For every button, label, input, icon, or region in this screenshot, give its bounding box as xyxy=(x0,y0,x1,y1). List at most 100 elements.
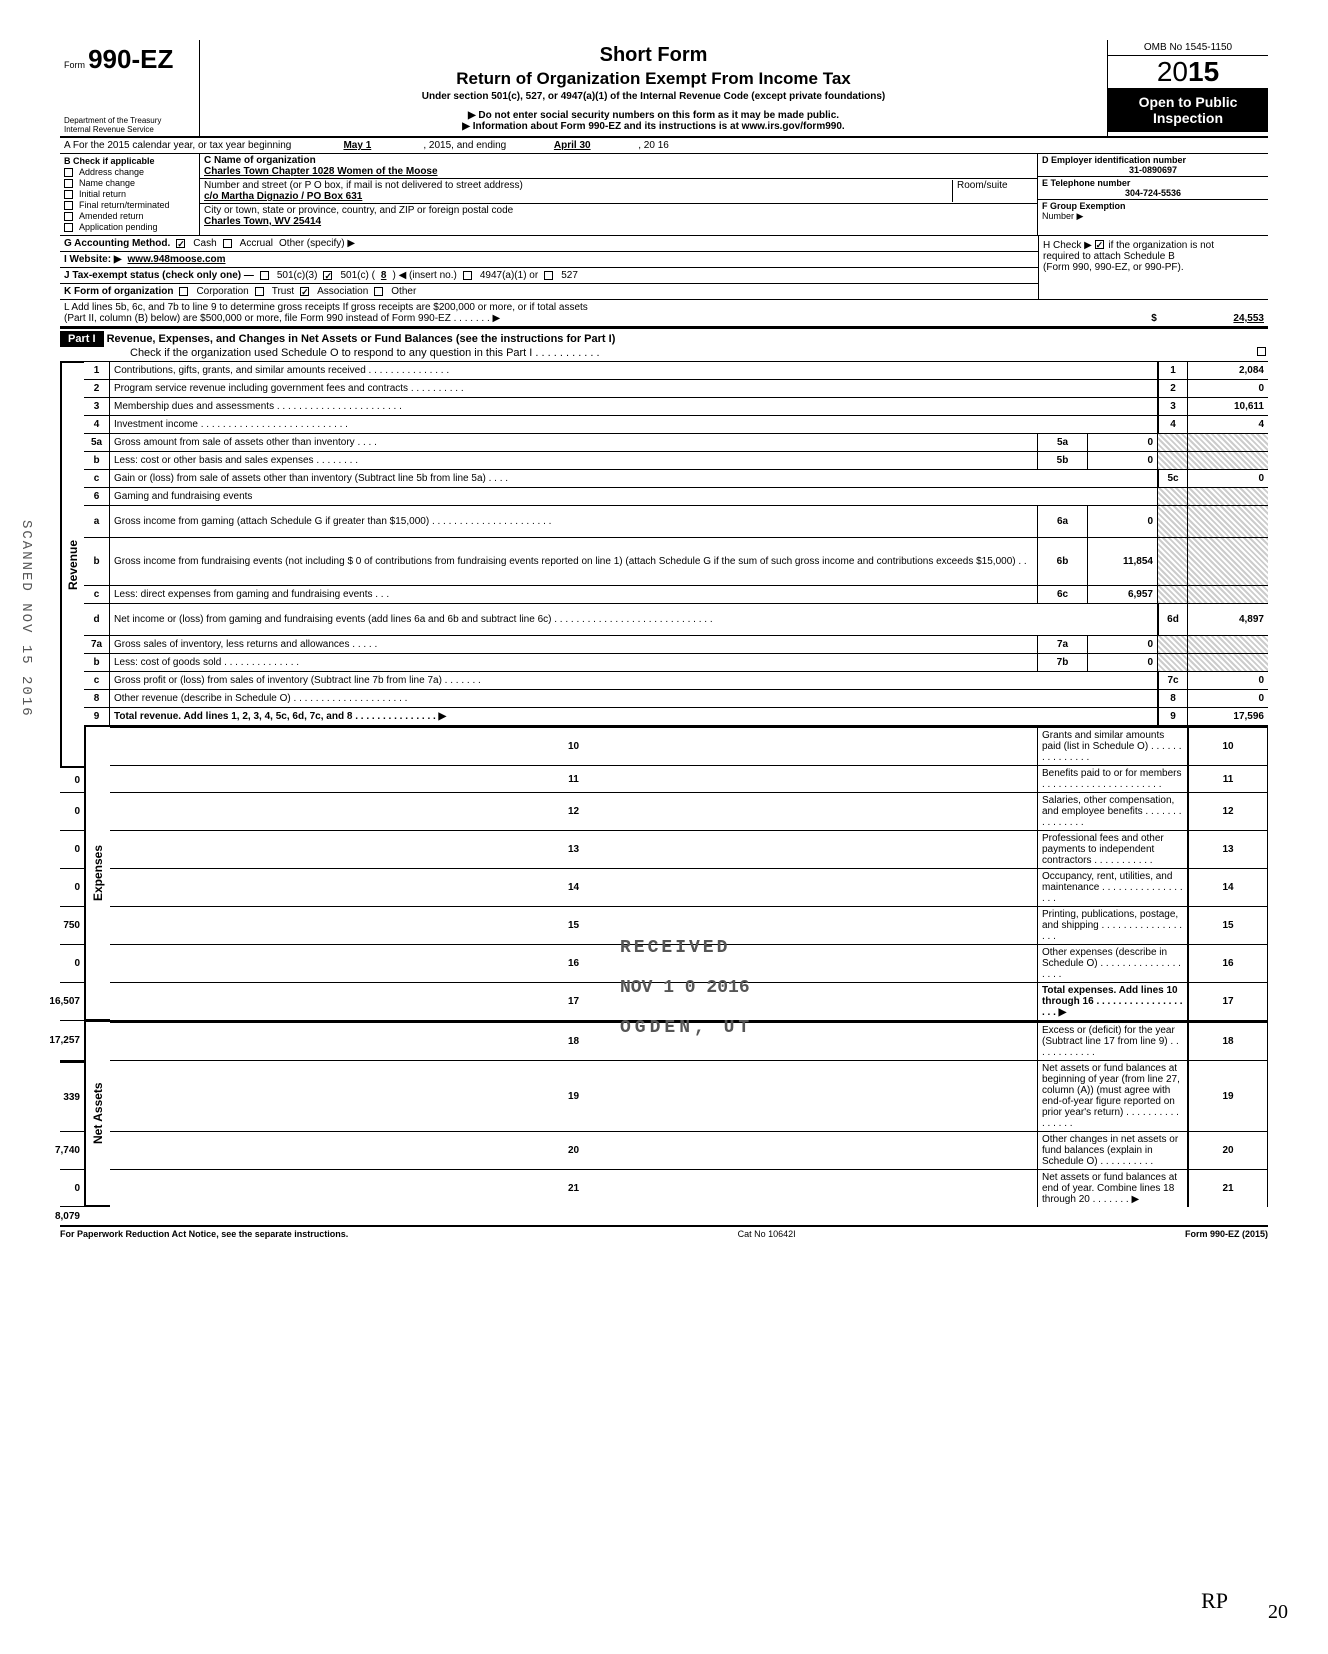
line-5c-desc: Gain or (loss) from sale of assets other… xyxy=(110,470,1158,488)
page-number-mark: 20 xyxy=(1268,1601,1288,1624)
line-7b-desc: Less: cost of goods sold . . . . . . . .… xyxy=(110,654,1038,672)
cb-schedule-b[interactable] xyxy=(1095,240,1104,249)
line-13-amt: 0 xyxy=(60,869,84,907)
line-2-amt: 0 xyxy=(1188,380,1268,398)
cb-address-change[interactable]: Address change xyxy=(64,167,195,177)
line-7c-desc: Gross profit or (loss) from sales of inv… xyxy=(110,672,1158,690)
tax-year-begin: May 1 xyxy=(297,140,417,151)
line-6b-amt: 11,854 xyxy=(1088,538,1158,586)
short-form-title: Short Form xyxy=(210,44,1097,67)
line-8-amt: 0 xyxy=(1188,690,1268,708)
cb-trust[interactable] xyxy=(255,287,264,296)
header-center: Short Form Return of Organization Exempt… xyxy=(200,40,1108,136)
line-10-amt: 0 xyxy=(60,766,84,793)
dept-irs: Internal Revenue Service xyxy=(64,125,161,134)
line-17-amt: 17,257 xyxy=(60,1021,84,1061)
form-number: 990-EZ xyxy=(88,44,173,74)
line-6c-amt: 6,957 xyxy=(1088,586,1158,604)
line-18-amt: 339 xyxy=(60,1061,84,1132)
cb-application-pending[interactable]: Application pending xyxy=(64,222,195,232)
line-20-amt: 0 xyxy=(60,1170,84,1207)
501c-number: 8 xyxy=(381,270,387,281)
cb-amended-return[interactable]: Amended return xyxy=(64,211,195,221)
info-link: ▶ Information about Form 990-EZ and its … xyxy=(210,121,1097,132)
footer-right: Form 990-EZ (2015) xyxy=(1185,1229,1268,1239)
under-section: Under section 501(c), 527, or 4947(a)(1)… xyxy=(210,91,1097,102)
cb-name-change[interactable]: Name change xyxy=(64,178,195,188)
l-text2: (Part II, column (B) below) are $500,000… xyxy=(64,313,1144,324)
line-16-desc: Other expenses (describe in Schedule O) … xyxy=(1038,945,1188,983)
website-value: www.948moose.com xyxy=(128,254,226,265)
line-14-desc: Occupancy, rent, utilities, and maintena… xyxy=(1038,869,1188,907)
line-21-desc: Net assets or fund balances at end of ye… xyxy=(1038,1170,1188,1207)
line-5a-desc: Gross amount from sale of assets other t… xyxy=(110,434,1038,452)
line-4-amt: 4 xyxy=(1188,416,1268,434)
year-bold: 15 xyxy=(1188,56,1219,87)
line-6a-amt: 0 xyxy=(1088,506,1158,538)
line-12-amt: 0 xyxy=(60,831,84,869)
room-label: Room/suite xyxy=(953,180,1033,202)
line-11-amt: 0 xyxy=(60,793,84,831)
line-13-desc: Professional fees and other payments to … xyxy=(1038,831,1188,869)
cb-other-org[interactable] xyxy=(374,287,383,296)
line-1-desc: Contributions, gifts, grants, and simila… xyxy=(110,362,1158,380)
footer-cat: Cat No 10642I xyxy=(738,1229,796,1239)
org-city: Charles Town, WV 25414 xyxy=(204,216,321,227)
header-left: Form 990-EZ Department of the Treasury I… xyxy=(60,40,200,136)
initials-mark: RP xyxy=(1201,1588,1228,1614)
line-k: K Form of organization Corporation Trust… xyxy=(60,284,1038,299)
line-5b-amt: 0 xyxy=(1088,452,1158,470)
tax-year: 2015 xyxy=(1108,56,1268,88)
line-10-desc: Grants and similar amounts paid (list in… xyxy=(1038,726,1188,766)
line-a-mid: , 2015, and ending xyxy=(423,140,506,151)
cb-accrual[interactable] xyxy=(223,239,232,248)
part-i-label: Part I xyxy=(60,331,104,347)
part-i-header: Part I Revenue, Expenses, and Changes in… xyxy=(60,328,1268,362)
return-title: Return of Organization Exempt From Incom… xyxy=(210,69,1097,89)
k-label: K Form of organization xyxy=(64,286,173,297)
cb-schedule-o[interactable] xyxy=(1257,347,1266,356)
cb-527[interactable] xyxy=(544,271,553,280)
line-5c-amt: 0 xyxy=(1188,470,1268,488)
line-21-amt: 8,079 xyxy=(60,1207,84,1225)
i-label: I Website: ▶ xyxy=(64,254,122,265)
col-b: B Check if applicable Address change Nam… xyxy=(60,154,200,235)
ein-label: D Employer identification number xyxy=(1042,155,1186,165)
l-value: 24,553 xyxy=(1164,313,1264,324)
cb-association[interactable] xyxy=(300,287,309,296)
line-15-amt: 0 xyxy=(60,945,84,983)
line-a-tail: , 20 16 xyxy=(638,140,669,151)
g-other: Other (specify) ▶ xyxy=(279,238,355,249)
cb-corporation[interactable] xyxy=(179,287,188,296)
cb-501c3[interactable] xyxy=(260,271,269,280)
financial-grid: Revenue 1Contributions, gifts, grants, a… xyxy=(60,362,1268,1225)
line-9-desc: Total revenue. Add lines 1, 2, 3, 4, 5c,… xyxy=(110,708,1158,726)
line-a-label: A For the 2015 calendar year, or tax yea… xyxy=(64,140,291,151)
ein-value: 31-0890697 xyxy=(1042,165,1264,175)
cb-4947[interactable] xyxy=(463,271,472,280)
line-6-desc: Gaming and fundraising events xyxy=(110,488,1158,506)
line-14-amt: 750 xyxy=(60,907,84,945)
g-label: G Accounting Method. xyxy=(64,238,170,249)
cb-501c[interactable] xyxy=(323,271,332,280)
f-label2: Number ▶ xyxy=(1042,211,1083,221)
cb-cash[interactable] xyxy=(176,239,185,248)
line-i: I Website: ▶ www.948moose.com xyxy=(60,252,1038,268)
form-990ez: Form 990-EZ Department of the Treasury I… xyxy=(60,40,1268,1239)
line-j: J Tax-exempt status (check only one) — 5… xyxy=(60,268,1038,284)
header-right: OMB No 1545-1150 2015 Open to Public Ins… xyxy=(1108,40,1268,136)
side-revenue: Revenue xyxy=(60,362,84,766)
street-label: Number and street (or P O box, if mail i… xyxy=(204,180,523,191)
city-label: City or town, state or province, country… xyxy=(204,205,513,216)
line-17-desc: Total expenses. Add lines 10 through 16 … xyxy=(1038,983,1188,1021)
line-9-amt: 17,596 xyxy=(1188,708,1268,726)
col-d: D Employer identification number 31-0890… xyxy=(1038,154,1268,235)
open-public-2: Inspection xyxy=(1110,110,1266,126)
line-6b-desc: Gross income from fundraising events (no… xyxy=(110,538,1038,586)
line-8-desc: Other revenue (describe in Schedule O) .… xyxy=(110,690,1158,708)
cb-initial-return[interactable]: Initial return xyxy=(64,189,195,199)
b-label: B Check if applicable xyxy=(64,156,195,166)
cb-final-return[interactable]: Final return/terminated xyxy=(64,200,195,210)
footer: For Paperwork Reduction Act Notice, see … xyxy=(60,1227,1268,1239)
f-label: F Group Exemption xyxy=(1042,201,1126,211)
